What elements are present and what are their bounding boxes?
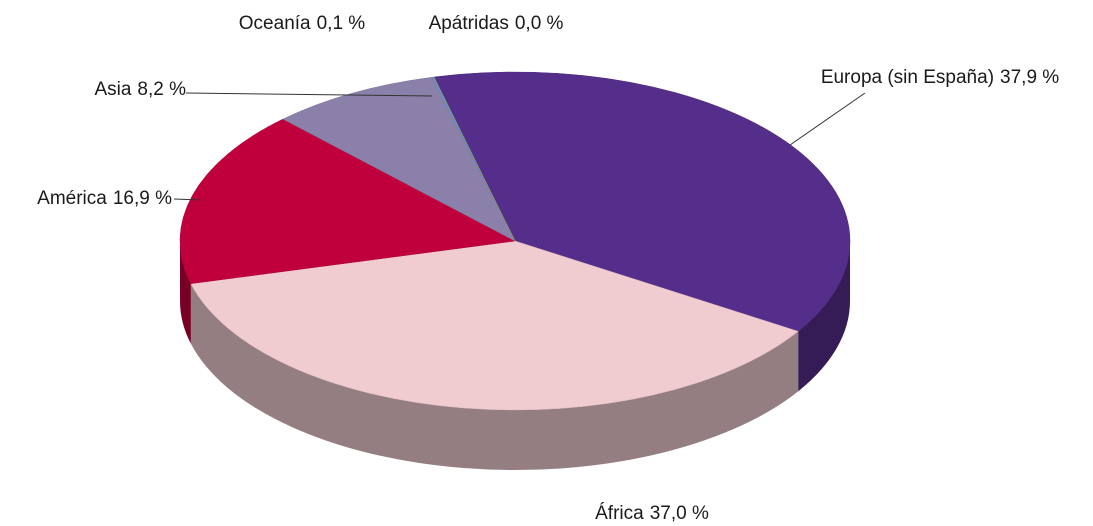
data-label: Apátridas 0,0 %: [429, 13, 564, 34]
data-label: América 16,9 %: [37, 188, 172, 209]
leader-line: [173, 198, 201, 201]
category-name: Asia: [94, 79, 131, 100]
pie-slice-side: [180, 241, 191, 344]
category-name: América: [37, 188, 107, 209]
pie-slice-side: [190, 283, 799, 470]
category-name: Oceanía: [239, 13, 311, 34]
pie-slice: [179, 118, 516, 284]
value-label: 0,1 %: [317, 13, 366, 34]
category-name: Europa (sin España): [821, 67, 994, 88]
data-label: Asia 8,2 %: [94, 79, 186, 100]
value-label: 37,0 %: [650, 503, 709, 524]
value-label: 0,0 %: [515, 13, 564, 34]
pie-slice: [190, 240, 799, 411]
labels: Europa (sin España) 37,9 % África 37,0 % Amé…: [37, 13, 1059, 524]
category-name: Apátridas: [429, 13, 509, 34]
data-label: África 37,0 %: [595, 503, 709, 524]
data-label: Oceanía 0,1 %: [239, 13, 366, 34]
value-label: 8,2 %: [137, 79, 186, 100]
pie-slice: [431, 76, 516, 242]
pie-tops: [179, 71, 851, 411]
data-label: Europa (sin España) 37,9 %: [821, 67, 1059, 88]
pie-slice: [282, 77, 516, 242]
pie-slice: [433, 71, 851, 332]
leader-line: [185, 92, 433, 97]
value-label: 16,9 %: [113, 188, 172, 209]
pie-walls: [180, 241, 850, 470]
value-label: 37,9 %: [1000, 67, 1059, 88]
category-name: África: [595, 503, 644, 524]
leader-line: [789, 92, 866, 146]
pie-slice-side: [798, 241, 850, 392]
